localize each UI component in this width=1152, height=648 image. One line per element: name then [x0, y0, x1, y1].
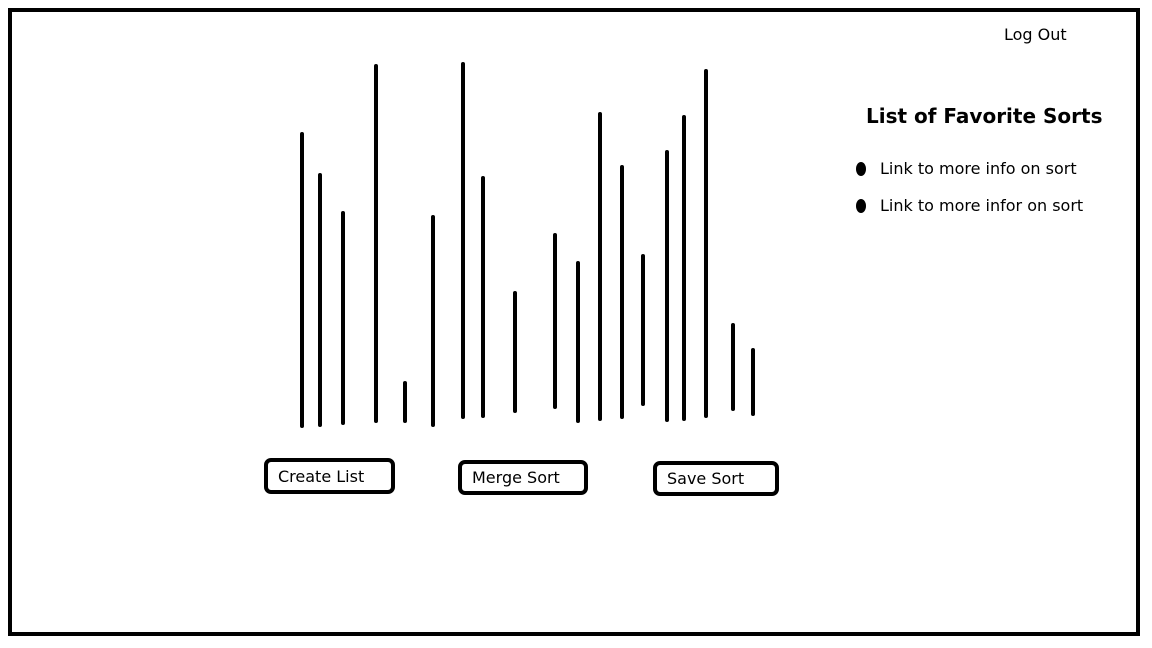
favorite-link-item[interactable]: Link to more info on sort — [856, 150, 1083, 187]
app-frame — [8, 8, 1140, 636]
merge-sort-button[interactable]: Merge Sort — [458, 460, 588, 495]
favorites-list: Link to more info on sort Link to more i… — [856, 150, 1083, 224]
merge-sort-button-label: Merge Sort — [472, 468, 560, 487]
favorite-link-label[interactable]: Link to more info on sort — [880, 159, 1077, 178]
bullet-icon — [856, 161, 866, 176]
create-list-button[interactable]: Create List — [264, 458, 395, 494]
bullet-icon — [856, 198, 866, 213]
favorites-title: List of Favorite Sorts — [866, 104, 1103, 128]
save-sort-button-label: Save Sort — [667, 469, 745, 488]
favorite-link-item[interactable]: Link to more infor on sort — [856, 187, 1083, 224]
create-list-button-label: Create List — [278, 466, 365, 486]
favorite-link-label[interactable]: Link to more infor on sort — [880, 196, 1084, 215]
save-sort-button[interactable]: Save Sort — [653, 461, 779, 496]
logout-link[interactable]: Log Out — [1004, 25, 1067, 44]
